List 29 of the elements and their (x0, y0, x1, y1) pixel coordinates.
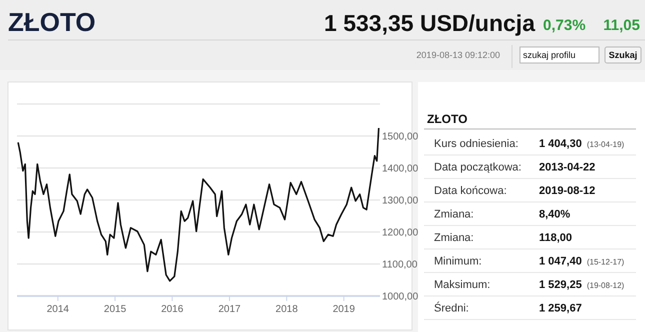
y-tick-label: 1000,00 (382, 292, 419, 302)
y-tick-label: 1100,00 (382, 260, 418, 270)
line-series (17, 127, 380, 282)
x-tick-label: 2019 (332, 304, 356, 315)
y-tick-label: 1500,00 (382, 132, 419, 142)
text: 0,73% (543, 17, 586, 34)
y-tick-label: 1200,00 (382, 228, 419, 238)
y-tick-label: 1400,00 (382, 164, 419, 174)
x-tick-label: 2016 (161, 304, 184, 315)
y-tick-label: 1300,00 (382, 196, 419, 206)
x-tick-label: 2015 (104, 304, 127, 315)
search-field: szukaj profilu (520, 46, 600, 64)
text: Średni: 1 259,67 (434, 302, 582, 314)
search-button: Szukaj (604, 46, 642, 64)
text: 11,05 (603, 17, 640, 34)
text: Minimum: 1 047,40 (15-12-17) (434, 256, 624, 268)
x-tick-label: 2014 (46, 304, 70, 315)
x-tick-label: 2017 (218, 304, 242, 315)
text: Kurs odniesienia: 1 404,30 (13-04-19) (434, 138, 624, 150)
chart-title: ZŁOTO (8, 7, 96, 37)
x-tick-label: 2018 (276, 304, 298, 315)
text: ZŁOTO (427, 112, 468, 126)
text: Data początkowa: 2013-04-22 (434, 162, 596, 174)
text: 1 533,35 USD/uncja (324, 10, 536, 36)
text: Data końcowa: 2019-08-12 (434, 185, 596, 197)
text: Zmiana: 118,00 (434, 232, 572, 244)
text: Zmiana: 8,40% (434, 208, 570, 220)
text: Maksimum: 1 529,25 (19-08-12) (434, 279, 624, 291)
text: 2019-08-13 09:12:00 (416, 50, 500, 60)
